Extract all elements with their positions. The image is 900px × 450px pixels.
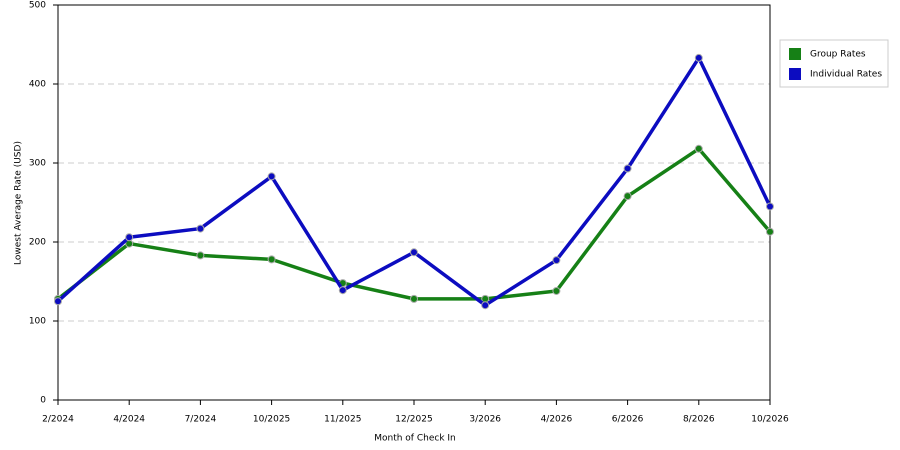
x-tick-label: 10/2025 [253, 415, 290, 425]
data-point [196, 251, 205, 260]
data-point [481, 301, 490, 310]
y-tick-label: 300 [29, 159, 46, 169]
data-point [694, 144, 703, 153]
data-point [267, 255, 276, 264]
legend-label: Individual Rates [810, 70, 882, 80]
y-tick-label: 500 [29, 1, 46, 11]
x-tick-label: 8/2026 [683, 415, 715, 425]
data-point [267, 172, 276, 181]
y-tick-label: 400 [29, 80, 46, 90]
legend-swatch [789, 68, 801, 80]
y-tick-label: 100 [29, 317, 46, 327]
data-point [338, 286, 347, 295]
x-tick-label: 12/2025 [395, 415, 432, 425]
data-point [552, 286, 561, 295]
legend: Group Rates Individual Rates [779, 39, 889, 88]
y-tick-label: 200 [29, 238, 46, 248]
x-tick-label: 2/2024 [42, 415, 74, 425]
data-point [410, 294, 418, 303]
y-tick-label: 0 [40, 396, 46, 406]
x-tick-label: 3/2026 [469, 415, 501, 425]
x-tick-label: 4/2026 [541, 415, 573, 425]
x-tick-label: 4/2024 [113, 415, 145, 425]
legend-label: Group Rates [810, 50, 866, 60]
data-point [623, 164, 632, 173]
x-tick-label: 6/2026 [612, 415, 644, 425]
data-point [552, 256, 561, 265]
data-point [623, 192, 632, 201]
legend-swatch [789, 48, 801, 60]
data-point [54, 297, 62, 306]
x-tick-label: 7/2024 [185, 415, 217, 425]
data-point [410, 248, 418, 257]
data-point [196, 224, 205, 233]
series-line [56, 147, 772, 301]
x-tick-label: 11/2025 [324, 415, 361, 425]
data-point [125, 233, 134, 242]
data-point [766, 227, 774, 236]
plot-frame [58, 4, 771, 400]
series-line [56, 56, 772, 307]
x-axis-label: Month of Check In [374, 434, 456, 444]
y-axis-label: Lowest Average Rate (USD) [14, 141, 24, 265]
data-point [766, 202, 774, 211]
x-tick-label: 10/2026 [751, 415, 789, 425]
data-point [694, 53, 703, 62]
